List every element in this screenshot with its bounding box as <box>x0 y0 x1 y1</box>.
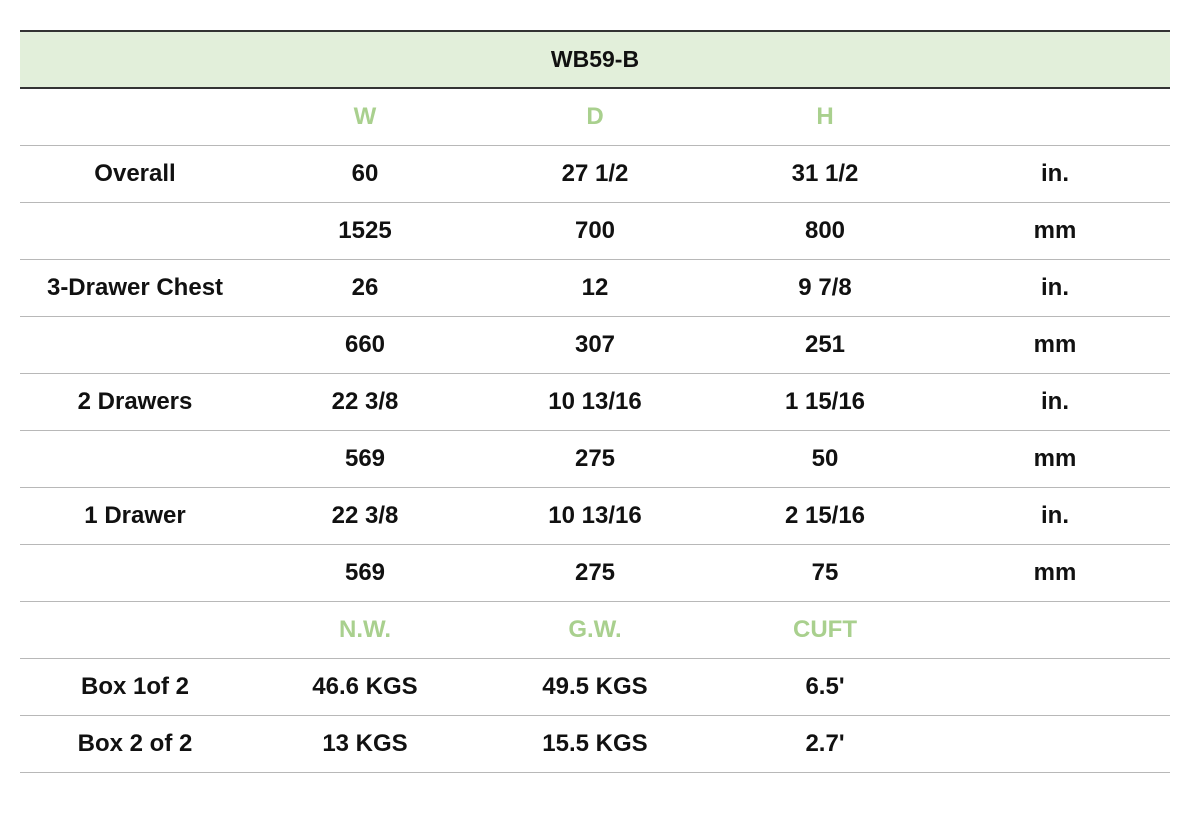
cell-w: 1525 <box>338 217 392 244</box>
cell-w: 22 3/8 <box>331 388 399 415</box>
cell-h: 6.5' <box>805 673 845 700</box>
header-cell-d: G.W. <box>568 616 622 643</box>
cell-h: 75 <box>811 559 839 586</box>
table-row: Overall 60 27 1/2 31 1/2 in. <box>20 146 1170 203</box>
header-cell-w: W <box>353 103 377 130</box>
table-body: W D H Overall 60 27 1/2 31 1/2 in. 1525 700 800 mm 3… <box>20 89 1170 773</box>
table-title: WB59-B <box>20 30 1170 89</box>
cell-d: 27 1/2 <box>561 160 629 187</box>
table-row: 660 307 251 mm <box>20 317 1170 374</box>
cell-unit: in. <box>1041 274 1069 301</box>
cell-label: Box 1of 2 <box>80 673 190 700</box>
cell-w: 26 <box>351 274 379 301</box>
header-cell-d: D <box>586 103 604 130</box>
table-row: Box 2 of 2 13 KGS 15.5 KGS 2.7' <box>20 716 1170 773</box>
table-header-row: N.W. G.W. CUFT <box>20 602 1170 659</box>
cell-w: 60 <box>351 160 379 187</box>
cell-unit <box>940 716 1170 772</box>
cell-unit: in. <box>1041 388 1069 415</box>
table-row: 2 Drawers 22 3/8 10 13/16 1 15/16 in. <box>20 374 1170 431</box>
cell-w: 569 <box>344 559 386 586</box>
cell-unit: in. <box>1041 502 1069 529</box>
cell-h: 251 <box>804 331 846 358</box>
cell-label: Overall <box>94 160 176 187</box>
cell-label: 2 Drawers <box>77 388 193 415</box>
header-cell-h: H <box>816 103 834 130</box>
header-cell-label <box>20 89 250 145</box>
cell-label <box>20 431 250 487</box>
header-cell-h: CUFT <box>793 616 857 643</box>
table-row: 1 Drawer 22 3/8 10 13/16 2 15/16 in. <box>20 488 1170 545</box>
cell-h: 2 15/16 <box>784 502 866 529</box>
cell-label: 3-Drawer Chest <box>46 274 224 301</box>
table-row: 569 275 50 mm <box>20 431 1170 488</box>
header-cell-unit <box>940 89 1170 145</box>
cell-d: 10 13/16 <box>548 388 642 415</box>
cell-h: 800 <box>804 217 846 244</box>
cell-unit <box>940 659 1170 715</box>
table-row: 569 275 75 mm <box>20 545 1170 602</box>
cell-d: 275 <box>574 559 616 586</box>
cell-unit: mm <box>1033 445 1077 472</box>
cell-w: 46.6 KGS <box>312 673 418 700</box>
cell-unit: mm <box>1033 559 1077 586</box>
cell-unit: mm <box>1033 331 1077 358</box>
header-cell-label <box>20 602 250 658</box>
table-row: 1525 700 800 mm <box>20 203 1170 260</box>
cell-h: 31 1/2 <box>791 160 859 187</box>
cell-d: 307 <box>574 331 616 358</box>
cell-w: 22 3/8 <box>331 502 399 529</box>
header-cell-w: N.W. <box>339 616 391 643</box>
cell-d: 12 <box>581 274 609 301</box>
spec-table: WB59-B W D H Overall 60 27 1/2 31 1/2 in. 1525 70… <box>20 30 1170 773</box>
cell-w: 660 <box>344 331 386 358</box>
table-row: 3-Drawer Chest 26 12 9 7/8 in. <box>20 260 1170 317</box>
cell-label: 1 Drawer <box>84 502 186 529</box>
cell-unit: in. <box>1041 160 1069 187</box>
cell-d: 10 13/16 <box>548 502 642 529</box>
cell-label <box>20 203 250 259</box>
cell-unit: mm <box>1033 217 1077 244</box>
cell-h: 50 <box>811 445 839 472</box>
table-row: Box 1of 2 46.6 KGS 49.5 KGS 6.5' <box>20 659 1170 716</box>
cell-w: 13 KGS <box>322 730 408 757</box>
cell-d: 49.5 KGS <box>542 673 648 700</box>
cell-label <box>20 317 250 373</box>
cell-label <box>20 545 250 601</box>
header-cell-unit <box>940 602 1170 658</box>
cell-w: 569 <box>344 445 386 472</box>
cell-d: 700 <box>574 217 616 244</box>
cell-h: 9 7/8 <box>798 274 852 301</box>
cell-h: 1 15/16 <box>784 388 866 415</box>
cell-d: 275 <box>574 445 616 472</box>
cell-d: 15.5 KGS <box>542 730 648 757</box>
cell-label: Box 2 of 2 <box>77 730 193 757</box>
cell-h: 2.7' <box>805 730 845 757</box>
